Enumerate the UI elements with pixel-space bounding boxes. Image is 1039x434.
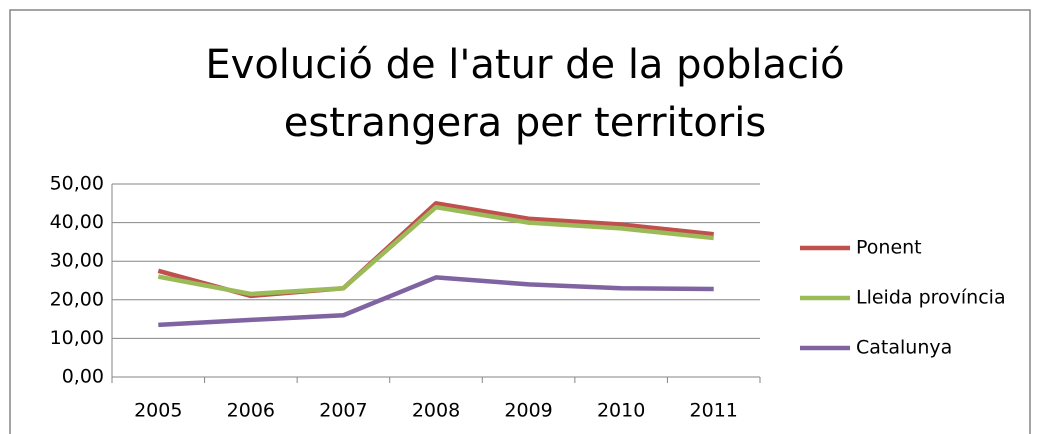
- legend-label: Catalunya: [856, 337, 952, 359]
- x-tick-label: 2011: [690, 400, 738, 422]
- x-tick-label: 2007: [319, 400, 367, 422]
- y-tick-label: 0,00: [62, 366, 104, 388]
- y-tick-label: 30,00: [50, 250, 104, 272]
- y-tick-label: 50,00: [50, 173, 104, 195]
- series-line: [157, 204, 714, 297]
- legend-label: Lleida província: [856, 287, 1006, 309]
- x-tick-label: 2010: [597, 400, 645, 422]
- series-line: [157, 201, 714, 299]
- x-tick-label: 2006: [227, 400, 275, 422]
- x-tick-label: 2005: [134, 400, 182, 422]
- x-tick-label: 2009: [504, 400, 552, 422]
- legend-label: Ponent: [856, 237, 922, 259]
- y-tick-label: 40,00: [50, 211, 104, 233]
- x-tick-label: 2008: [412, 400, 460, 422]
- chart-border: [9, 9, 1031, 434]
- y-tick-label: 20,00: [50, 288, 104, 310]
- series-line: [158, 275, 714, 328]
- chart-title: Evolució de l'atur de la població estran…: [205, 42, 845, 146]
- y-tick-label: 10,00: [50, 327, 104, 349]
